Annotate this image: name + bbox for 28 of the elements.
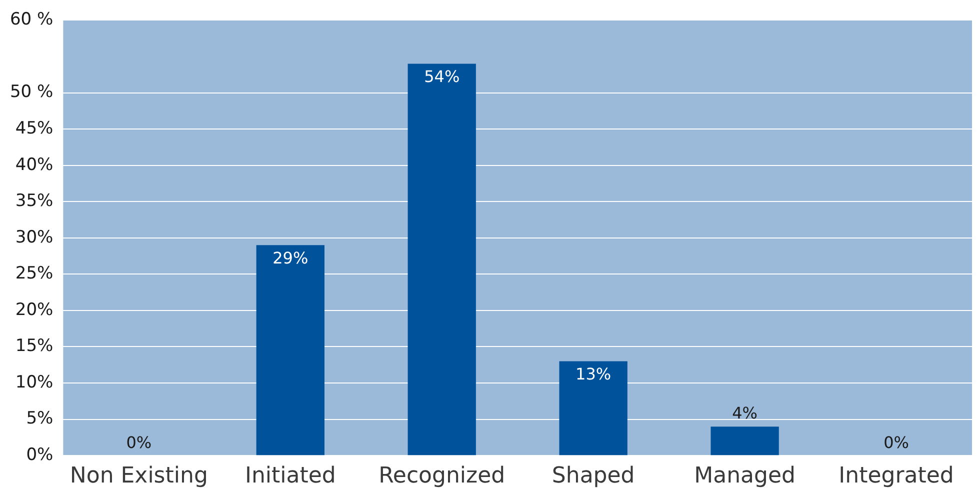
data-label: 29% (272, 248, 308, 268)
x-tick-label: Initiated (244, 464, 336, 489)
x-tick-label: Non Existing (70, 464, 208, 489)
y-tick-label: 50 % (10, 82, 54, 102)
data-label: 54% (424, 66, 460, 86)
y-tick-label: 20% (15, 300, 54, 320)
bar (710, 426, 779, 456)
y-tick-label: 40% (15, 154, 54, 175)
y-tick-label: 25% (15, 264, 54, 284)
y-tick-label: 10% (15, 372, 54, 392)
bar (559, 361, 628, 456)
y-tick-label: 45% (15, 118, 54, 138)
y-tick-label: 30% (15, 227, 54, 248)
x-tick-label: Integrated (838, 464, 954, 489)
y-tick-label: 60 % (10, 10, 54, 30)
data-label: 4% (732, 404, 758, 423)
data-label: 13% (576, 364, 612, 384)
data-label: 0% (884, 432, 909, 452)
x-tick-label: Recognized (378, 464, 506, 489)
x-tick-label: Shaped (552, 464, 635, 489)
data-label: 0% (126, 432, 152, 452)
y-tick-label: 5% (26, 408, 54, 429)
x-tick-label: Managed (694, 464, 796, 489)
y-tick-label: 15% (15, 336, 54, 356)
y-tick-label: 0% (26, 445, 54, 466)
bar (408, 64, 476, 456)
y-tick-label: 35% (15, 191, 54, 212)
bar (256, 245, 324, 456)
